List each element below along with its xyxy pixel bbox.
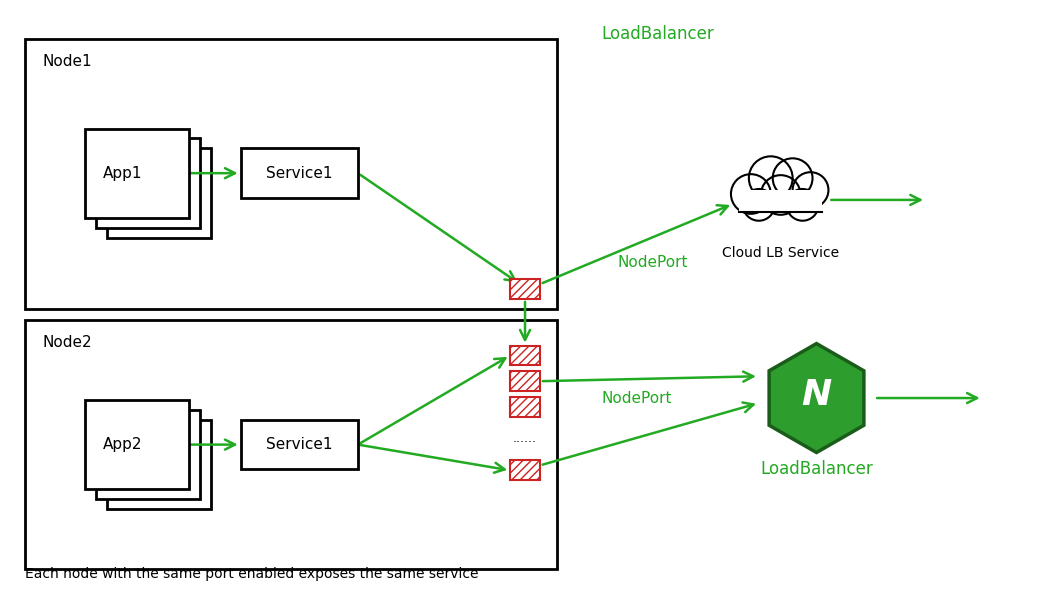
Text: LoadBalancer: LoadBalancer	[602, 24, 714, 43]
Text: N: N	[802, 378, 831, 412]
Text: NodePort: NodePort	[618, 255, 688, 270]
Bar	[240, 420, 358, 469]
Bar	[510, 460, 540, 481]
Bar	[510, 371, 540, 391]
Bar	[510, 279, 540, 299]
Bar	[106, 420, 212, 509]
Circle shape	[748, 156, 793, 200]
Bar	[510, 346, 540, 365]
Text: Node1: Node1	[43, 54, 92, 69]
Circle shape	[731, 174, 771, 214]
Circle shape	[773, 159, 812, 198]
Bar	[96, 138, 200, 228]
Text: LoadBalancer: LoadBalancer	[760, 460, 873, 478]
Bar	[24, 39, 557, 309]
Circle shape	[743, 189, 775, 221]
Polygon shape	[770, 343, 864, 453]
Bar	[96, 410, 200, 499]
Bar	[85, 400, 189, 489]
Circle shape	[793, 172, 828, 208]
Bar	[240, 148, 358, 198]
Text: Cloud LB Service: Cloud LB Service	[722, 247, 840, 261]
Text: Service1: Service1	[266, 437, 333, 452]
Text: ......: ......	[513, 432, 537, 445]
Text: NodePort: NodePort	[602, 390, 672, 406]
Bar	[510, 397, 540, 417]
Text: App1: App1	[102, 166, 141, 181]
Circle shape	[787, 189, 819, 221]
Text: Each node with the same port enabled exposes the same service: Each node with the same port enabled exp…	[24, 567, 478, 582]
Bar	[739, 190, 823, 212]
Bar	[106, 148, 212, 238]
Text: Service1: Service1	[266, 166, 333, 181]
Text: App2: App2	[102, 437, 141, 452]
Bar	[24, 320, 557, 570]
Bar	[85, 128, 189, 218]
Text: Node2: Node2	[43, 334, 92, 350]
Circle shape	[761, 175, 800, 215]
